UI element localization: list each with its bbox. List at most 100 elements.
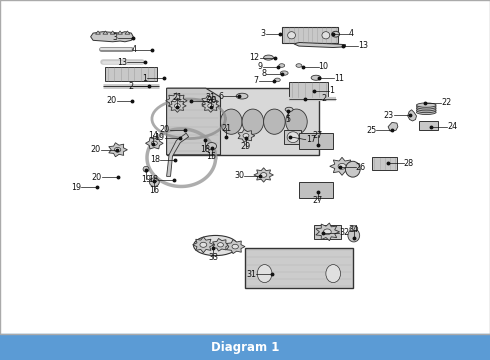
Ellipse shape bbox=[207, 99, 213, 104]
Text: 34: 34 bbox=[349, 225, 359, 234]
Ellipse shape bbox=[243, 134, 249, 138]
Text: 20: 20 bbox=[159, 125, 170, 134]
Ellipse shape bbox=[264, 109, 285, 134]
Polygon shape bbox=[125, 31, 130, 34]
Ellipse shape bbox=[232, 244, 238, 249]
Ellipse shape bbox=[143, 166, 149, 172]
Text: 28: 28 bbox=[404, 159, 414, 168]
Bar bbox=[299, 133, 333, 149]
Text: 33: 33 bbox=[208, 253, 218, 262]
Bar bbox=[105, 67, 157, 81]
Polygon shape bbox=[167, 88, 220, 155]
Text: 2: 2 bbox=[321, 94, 326, 103]
Polygon shape bbox=[213, 238, 229, 251]
Ellipse shape bbox=[236, 93, 248, 99]
Text: 24: 24 bbox=[447, 122, 457, 131]
Text: 9: 9 bbox=[258, 62, 263, 71]
Text: 19: 19 bbox=[71, 183, 81, 192]
Text: 20: 20 bbox=[106, 96, 117, 105]
Text: 22: 22 bbox=[441, 98, 451, 107]
Text: 15: 15 bbox=[207, 153, 217, 161]
Ellipse shape bbox=[274, 78, 280, 82]
Polygon shape bbox=[118, 31, 122, 34]
Text: 7: 7 bbox=[254, 76, 259, 85]
Text: 18: 18 bbox=[200, 145, 210, 154]
Ellipse shape bbox=[296, 64, 302, 67]
Ellipse shape bbox=[257, 265, 272, 283]
Text: 20: 20 bbox=[92, 173, 102, 181]
Ellipse shape bbox=[178, 109, 199, 134]
Text: 14: 14 bbox=[148, 131, 158, 140]
Bar bbox=[314, 225, 341, 239]
Text: 18: 18 bbox=[150, 155, 160, 164]
Ellipse shape bbox=[338, 163, 346, 169]
Polygon shape bbox=[169, 99, 186, 112]
Text: 1: 1 bbox=[142, 74, 147, 83]
Polygon shape bbox=[166, 93, 187, 109]
Text: 4: 4 bbox=[349, 29, 354, 38]
Polygon shape bbox=[202, 99, 220, 112]
Polygon shape bbox=[202, 95, 219, 108]
Ellipse shape bbox=[285, 107, 293, 112]
Polygon shape bbox=[254, 168, 273, 182]
Bar bbox=[167, 88, 318, 155]
Text: 27: 27 bbox=[313, 131, 322, 140]
Text: 31: 31 bbox=[246, 270, 256, 279]
Ellipse shape bbox=[242, 109, 264, 134]
Ellipse shape bbox=[174, 104, 180, 108]
Text: 8: 8 bbox=[261, 69, 266, 78]
Text: 26: 26 bbox=[356, 163, 366, 171]
Text: 19: 19 bbox=[154, 133, 165, 142]
Ellipse shape bbox=[326, 265, 341, 283]
Text: 18: 18 bbox=[148, 175, 158, 184]
Text: 21: 21 bbox=[206, 94, 216, 102]
Ellipse shape bbox=[208, 104, 214, 108]
Ellipse shape bbox=[149, 178, 159, 186]
Text: 13: 13 bbox=[358, 41, 368, 50]
Text: 4: 4 bbox=[131, 45, 136, 54]
Ellipse shape bbox=[218, 243, 223, 247]
Ellipse shape bbox=[323, 229, 331, 235]
Ellipse shape bbox=[200, 242, 207, 247]
Ellipse shape bbox=[345, 161, 360, 177]
Ellipse shape bbox=[350, 226, 358, 231]
Polygon shape bbox=[109, 143, 127, 157]
Polygon shape bbox=[316, 223, 340, 241]
Polygon shape bbox=[96, 31, 100, 34]
Polygon shape bbox=[294, 42, 345, 48]
Text: 20: 20 bbox=[91, 145, 101, 154]
Text: Diagram 1: Diagram 1 bbox=[211, 341, 279, 354]
Bar bbox=[282, 27, 338, 43]
Ellipse shape bbox=[322, 32, 330, 39]
Bar bbox=[284, 130, 301, 144]
Polygon shape bbox=[110, 31, 115, 34]
Ellipse shape bbox=[151, 141, 157, 145]
Text: 32: 32 bbox=[339, 228, 349, 237]
Polygon shape bbox=[388, 122, 398, 131]
Ellipse shape bbox=[286, 109, 307, 134]
Ellipse shape bbox=[311, 75, 321, 80]
Ellipse shape bbox=[261, 173, 267, 177]
Polygon shape bbox=[238, 129, 255, 142]
Text: 23: 23 bbox=[384, 111, 394, 120]
Bar bbox=[289, 82, 328, 97]
Text: 16: 16 bbox=[149, 186, 159, 195]
Polygon shape bbox=[330, 157, 354, 175]
Ellipse shape bbox=[416, 107, 436, 111]
Text: 5: 5 bbox=[286, 115, 291, 124]
Text: 25: 25 bbox=[366, 126, 376, 135]
Ellipse shape bbox=[280, 71, 288, 75]
Text: 6: 6 bbox=[219, 91, 223, 100]
Text: 30: 30 bbox=[234, 171, 244, 180]
Text: 21: 21 bbox=[172, 94, 182, 102]
Ellipse shape bbox=[220, 109, 242, 134]
Text: 3: 3 bbox=[113, 33, 118, 42]
Text: 13: 13 bbox=[118, 58, 127, 67]
Ellipse shape bbox=[332, 31, 340, 37]
Bar bbox=[245, 248, 353, 288]
Text: 11: 11 bbox=[334, 74, 344, 83]
Polygon shape bbox=[193, 237, 214, 253]
Polygon shape bbox=[91, 32, 133, 42]
Ellipse shape bbox=[172, 98, 180, 104]
Ellipse shape bbox=[416, 105, 436, 109]
